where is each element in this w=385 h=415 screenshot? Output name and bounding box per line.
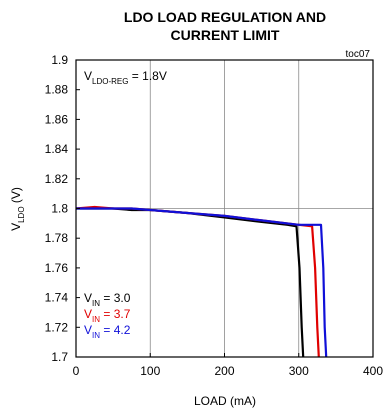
y-tick-label: 1.88 xyxy=(45,83,69,97)
y-axis-label-main: V xyxy=(9,223,23,231)
legend-rest: = 3.0 xyxy=(100,291,131,305)
chart-title-line-2: CURRENT LIMIT xyxy=(171,27,280,43)
annotation-main: V xyxy=(84,69,92,83)
figure-id: toc07 xyxy=(346,49,371,60)
y-axis-label-unit: (V) xyxy=(9,187,23,206)
y-tick-label: 1.76 xyxy=(45,261,69,275)
legend-entry-3: VIN = 4.2 xyxy=(84,323,131,340)
annotation-sub: LDO-REG xyxy=(92,77,128,86)
legend-main: V xyxy=(84,323,92,337)
y-tick-label: 1.82 xyxy=(45,172,69,186)
y-tick-label: 1.7 xyxy=(51,350,68,364)
x-tick-label: 300 xyxy=(289,364,309,378)
chart-title-line-1: LDO LOAD REGULATION AND xyxy=(124,9,326,25)
annotation-rest: = 1.8V xyxy=(128,69,166,83)
annotation: VLDO-REG = 1.8V xyxy=(84,69,167,86)
y-tick-label: 1.72 xyxy=(45,320,69,334)
y-tick-label: 1.84 xyxy=(45,142,69,156)
axis-ticks: 0 100 200 300 400 1.7 1.72 1.74 1.76 1.78 1.8 1.82 1… xyxy=(45,53,384,378)
x-tick-label: 200 xyxy=(214,364,234,378)
y-axis-label-sub: LDO xyxy=(17,206,26,222)
legend-rest: = 3.7 xyxy=(100,307,131,321)
y-axis-label: VLDO (V) xyxy=(9,187,26,231)
legend-sub: IN xyxy=(92,331,100,340)
x-tick-label: 400 xyxy=(363,364,383,378)
series-lines xyxy=(75,205,328,358)
legend-entry-1: VIN = 3.0 xyxy=(84,291,131,308)
x-tick-label: 100 xyxy=(140,364,160,378)
y-tick-label: 1.86 xyxy=(45,112,69,126)
y-tick-label: 1.74 xyxy=(45,291,69,305)
legend-main: V xyxy=(84,307,92,321)
legend-rest: = 4.2 xyxy=(100,323,131,337)
x-axis-label: LOAD (mA) xyxy=(194,394,256,408)
legend-main: V xyxy=(84,291,92,305)
x-tick-label: 0 xyxy=(73,364,80,378)
legend-entry-2: VIN = 3.7 xyxy=(84,307,131,324)
y-tick-label: 1.9 xyxy=(51,53,68,67)
series-line-3 xyxy=(76,207,328,358)
legend-sub: IN xyxy=(92,299,100,308)
y-tick-label: 1.78 xyxy=(45,231,69,245)
y-tick-label: 1.8 xyxy=(51,202,68,216)
legend-sub: IN xyxy=(92,315,100,324)
